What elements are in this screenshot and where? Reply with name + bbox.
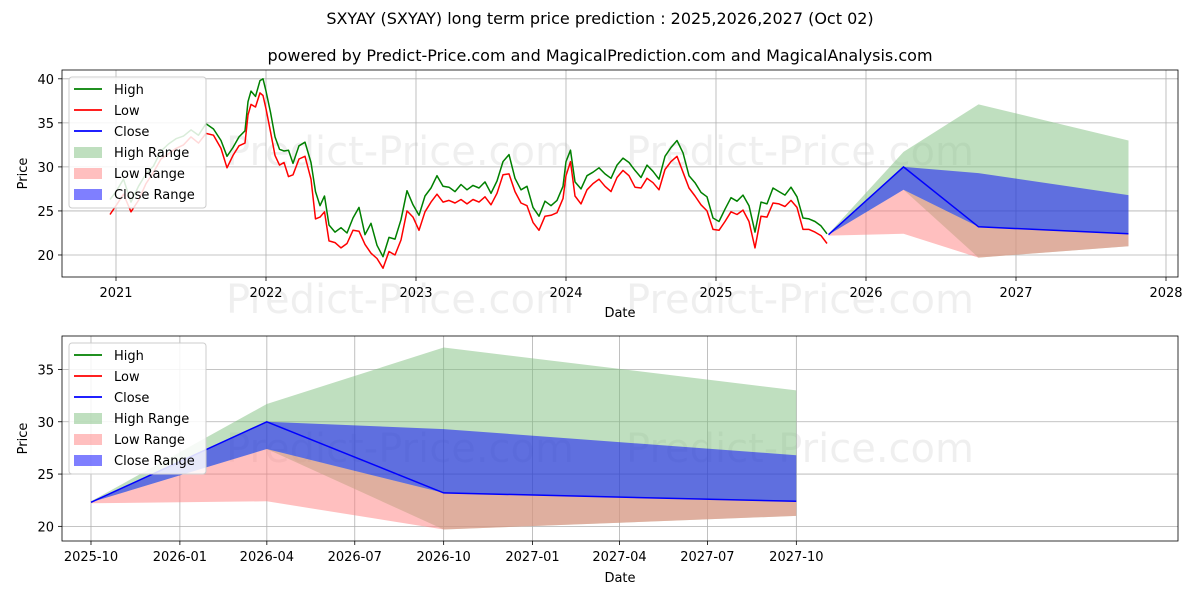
panel2-x-tick-label: 2026-04 bbox=[240, 550, 294, 565]
panel2-legend-swatch-low-range bbox=[74, 434, 102, 445]
panel2-legend-label-low-range: Low Range bbox=[114, 433, 185, 448]
panel2-legend-swatch-high-range bbox=[74, 413, 102, 424]
panel1-y-tick-label: 35 bbox=[37, 117, 54, 132]
panel1-legend-label-high: High bbox=[114, 83, 144, 98]
panel1-watermark-text: Predict-Price.com bbox=[626, 277, 974, 323]
panel1-legend-swatch-high-range bbox=[74, 147, 102, 158]
panel1-x-tick-label: 2024 bbox=[549, 286, 582, 301]
panel2-legend-swatch-close-range bbox=[74, 455, 102, 466]
panel1-legend-swatch-low-range bbox=[74, 168, 102, 179]
panel1-high-series-line bbox=[109, 78, 828, 258]
panel2-legend-label-low: Low bbox=[114, 370, 140, 385]
panel1-low-range-band bbox=[828, 189, 1129, 258]
panel2-x-tick-label: 2027-07 bbox=[680, 550, 734, 565]
panel1-close-range-band bbox=[828, 166, 1129, 235]
panel1-y-tick-label: 20 bbox=[37, 249, 54, 264]
panel1-watermark-text: Predict-Price.com bbox=[226, 129, 574, 175]
panel2-x-tick-label: 2027-04 bbox=[592, 550, 646, 565]
panel2-x-tick-label: 2026-10 bbox=[416, 550, 470, 565]
panel1-x-tick-label: 2028 bbox=[1149, 286, 1182, 301]
panel1-y-axis-label: Price bbox=[16, 158, 31, 190]
panel1-x-tick-label: 2022 bbox=[249, 286, 282, 301]
panel2-y-tick-label: 25 bbox=[37, 468, 54, 483]
chart-title: SXYAY (SXYAY) long term price prediction… bbox=[326, 9, 874, 28]
panel1-x-tick-label: 2027 bbox=[999, 286, 1032, 301]
panel2-x-tick-label: 2025-10 bbox=[64, 550, 118, 565]
panel1-x-tick-label: 2026 bbox=[849, 286, 882, 301]
panel2-y-tick-label: 30 bbox=[37, 416, 54, 431]
panel2-y-tick-label: 20 bbox=[37, 520, 54, 535]
panel1-low-series-line bbox=[109, 92, 828, 269]
panel2-x-tick-label: 2027-10 bbox=[769, 550, 823, 565]
panel2-close-range-band bbox=[91, 421, 797, 503]
panel1-x-tick-label: 2021 bbox=[99, 286, 132, 301]
panel1-legend-label-close-range: Close Range bbox=[114, 188, 195, 203]
panel2-x-tick-label: 2027-01 bbox=[505, 550, 559, 565]
panel1-x-tick-label: 2023 bbox=[399, 286, 432, 301]
chart-subtitle: powered by Predict-Price.com and Magical… bbox=[267, 46, 933, 65]
panel1-legend-swatch-close-range bbox=[74, 189, 102, 200]
panel2-x-tick-label: 2026-07 bbox=[328, 550, 382, 565]
panel2-x-tick-label: 2026-01 bbox=[153, 550, 207, 565]
panel2-legend-label-high-range: High Range bbox=[114, 412, 189, 427]
panel1-legend-label-low: Low bbox=[114, 104, 140, 119]
panel2-axes-frame bbox=[61, 335, 1179, 542]
panel1-watermark-text: Predict-Price.com bbox=[226, 277, 574, 323]
panel1-legend-label-close: Close bbox=[114, 125, 149, 140]
panel2-legend-label-close-range: Close Range bbox=[114, 454, 195, 469]
panel1-y-tick-label: 30 bbox=[37, 161, 54, 176]
panel2-legend-label-close: Close bbox=[114, 391, 149, 406]
panel1-axes-frame bbox=[61, 69, 1179, 278]
panel1-close-series-line bbox=[827, 165, 1129, 236]
panel1-legend-label-low-range: Low Range bbox=[114, 167, 185, 182]
panel1-legend-box bbox=[68, 76, 207, 209]
panel2-y-tick-label: 35 bbox=[37, 363, 54, 378]
panel2-legend-box bbox=[68, 342, 207, 475]
panel1-y-tick-label: 25 bbox=[37, 205, 54, 220]
panel2-x-axis-label: Date bbox=[604, 571, 635, 586]
panel2-low-range-band bbox=[91, 449, 797, 530]
panel1-legend-label-high-range: High Range bbox=[114, 146, 189, 161]
panel1-y-tick-label: 40 bbox=[37, 73, 54, 88]
panel1-x-axis-label: Date bbox=[604, 306, 635, 321]
panel2-legend-label-high: High bbox=[114, 349, 144, 364]
panel1-x-tick-label: 2025 bbox=[699, 286, 732, 301]
panel2-y-axis-label: Price bbox=[16, 423, 31, 455]
